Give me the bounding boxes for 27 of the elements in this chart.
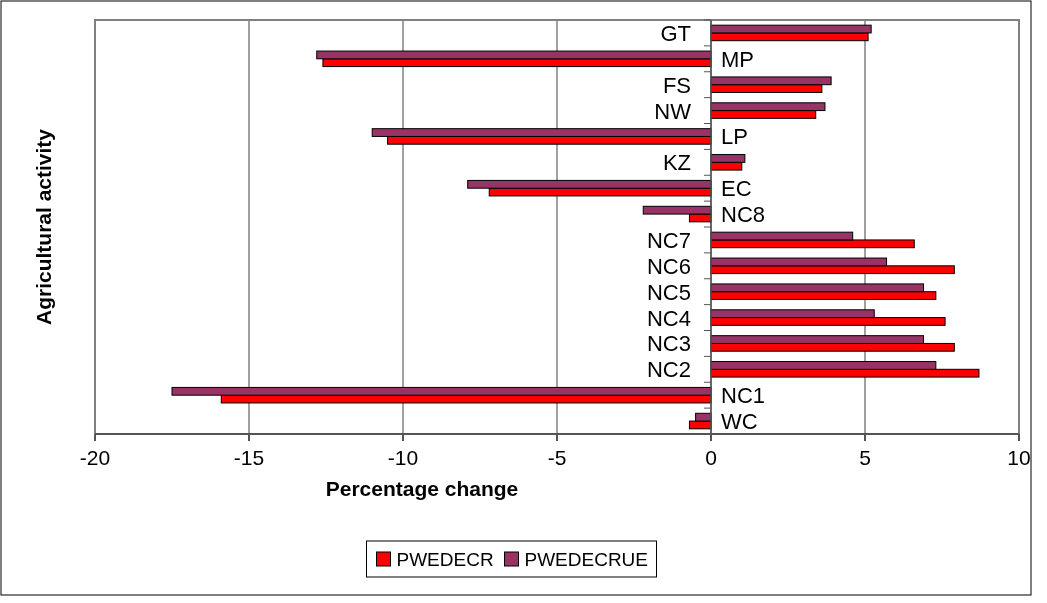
y-tick-label: NC5 (646, 279, 691, 305)
y-tick-label: LP (721, 124, 748, 150)
y-tick-label: NC3 (646, 331, 691, 357)
y-tick-label: KZ (662, 150, 691, 176)
y-tick-label: NC8 (721, 202, 766, 228)
x-tick-label: 10 (1007, 446, 1031, 469)
y-tick-label: NC1 (721, 383, 766, 409)
x-tick-label: -20 (79, 446, 111, 469)
y-tick-label: NC6 (646, 253, 691, 279)
y-tick-label: NC4 (646, 305, 691, 331)
x-tick-label: -5 (547, 446, 567, 469)
y-tick-label: EC (721, 176, 752, 202)
x-tick-label: 0 (705, 446, 717, 469)
y-tick-label: NW (654, 98, 692, 124)
legend-label: PWEDECRUE (524, 549, 649, 570)
y-tick-label: FS (662, 72, 691, 98)
legend-label: PWEDECR (396, 549, 494, 570)
x-tick-label: -15 (233, 446, 265, 469)
y-tick-label: NC7 (646, 227, 691, 253)
y-tick-label: MP (721, 46, 754, 72)
y-tick-label: WC (721, 409, 758, 435)
y-tick-label: NC2 (646, 357, 691, 383)
x-tick-label: -10 (387, 446, 419, 469)
x-axis-title: Percentage change (325, 477, 519, 500)
y-tick-label: GT (660, 20, 691, 46)
x-tick-label: 5 (859, 446, 871, 469)
y-axis-title: Agricultural activity (32, 128, 55, 326)
